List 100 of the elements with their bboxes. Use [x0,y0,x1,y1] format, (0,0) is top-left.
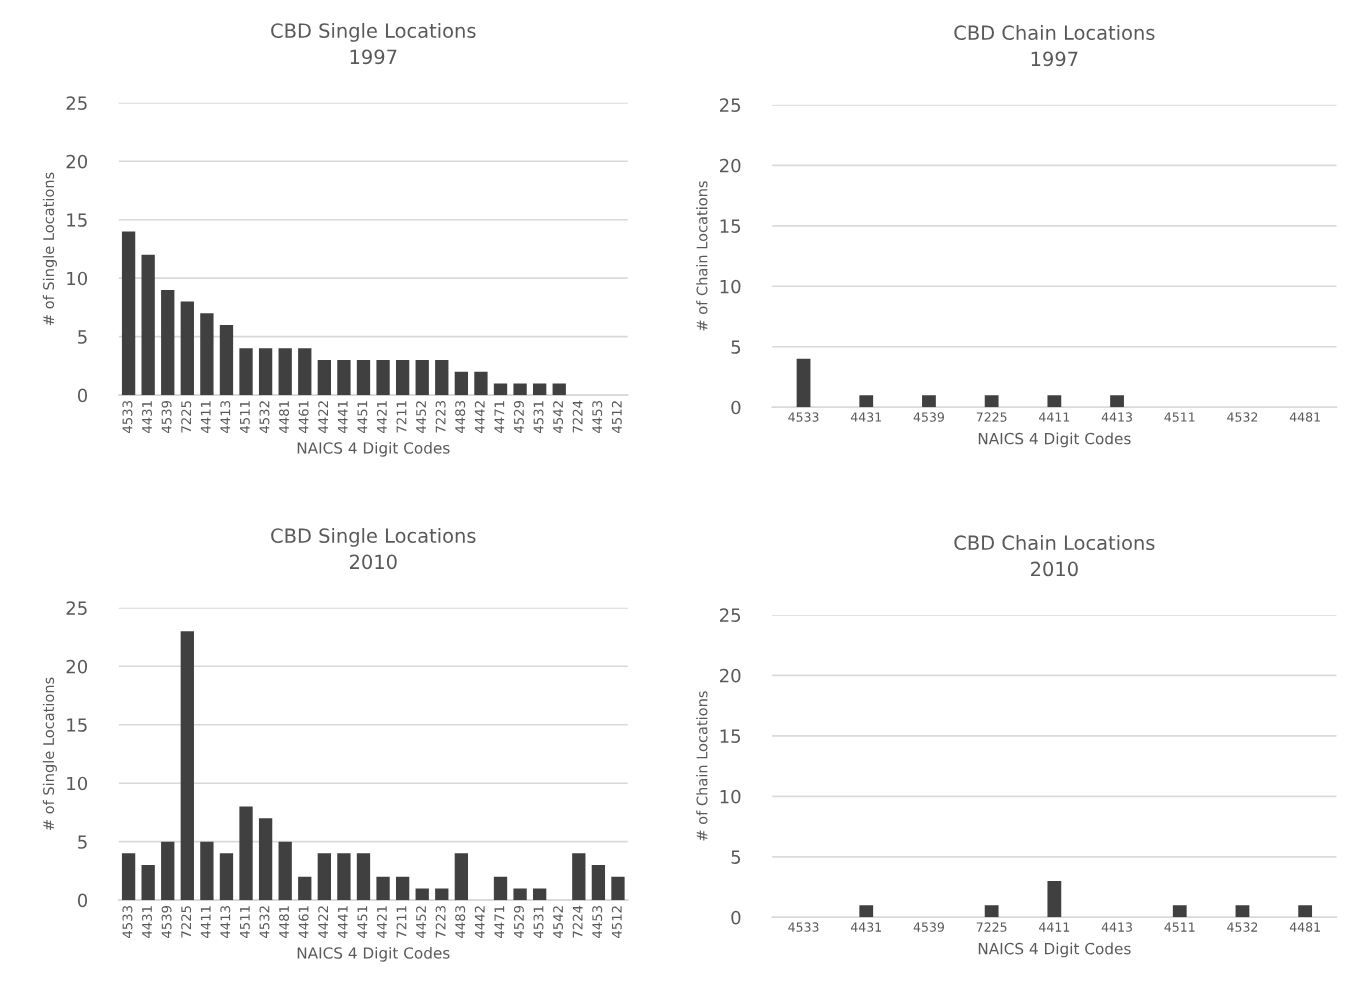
x-tick-label: 4441 [337,906,348,938]
x-tick-label: 4532 [1227,412,1258,422]
bar [611,876,625,901]
bar [239,806,253,901]
y-tick-label: 15 [720,729,741,743]
y-tick-label: 25 [719,608,741,622]
x-tick-label: 4413 [1101,412,1132,422]
x-tick-label: 4461 [298,906,309,938]
x-tick-label: 4483 [455,906,466,938]
bar [278,841,292,901]
x-tick-label: 7225 [976,412,1007,422]
y-tick-label: 10 [67,776,88,791]
x-tick-label: 4481 [279,906,290,938]
y-tick-label: 20 [719,668,741,683]
y-tick-label: 25 [66,601,87,615]
x-tick-label: 4451 [357,906,368,938]
x-tick-label: 7225 [181,401,192,433]
x-tick-label: 4431 [142,401,152,433]
x-tick-label: 4411 [200,906,211,938]
x-tick-label: 4461 [298,401,309,433]
bar [121,231,136,396]
x-axis-title: NAICS 4 Digit Codes [978,432,1131,448]
x-tick-label: 7223 [435,906,446,938]
x-tick-label: 4511 [240,401,250,433]
x-tick-label: 4421 [376,906,387,938]
x-tick-label: 4531 [533,906,544,938]
x-tick-label: 4411 [200,401,211,433]
bar [161,289,175,396]
x-tick-label: 4533 [122,401,133,433]
bar [493,383,508,396]
y-axis-title: # of Single Locations [42,677,57,831]
y-tick-label: 20 [66,154,88,169]
x-tick-label: 4533 [788,412,819,422]
y-axis-title: # of Chain Locations [696,691,708,841]
chart-title: CBD Chain Locations 1997 [954,24,1155,67]
bar [395,876,410,901]
x-tick-label: 4539 [161,905,172,938]
x-tick-label: 4532 [259,906,270,938]
x-tick-label: 4539 [161,400,172,433]
x-tick-label: 7224 [572,400,583,433]
x-tick-label: 4453 [592,401,603,433]
bar [572,853,586,901]
y-tick-label: 25 [719,98,741,112]
bar [591,865,606,901]
x-tick-label: 4422 [318,906,328,938]
y-tick-label: 0 [77,388,88,403]
bar [180,301,194,396]
bar [200,313,214,396]
y-tick-label: 5 [78,330,87,344]
x-tick-label: 4451 [357,401,368,433]
bar [219,853,234,901]
x-tick-label: 4453 [592,906,603,938]
bar [161,841,175,901]
x-tick-label: 4431 [850,922,881,932]
bar [435,360,449,396]
bar [474,371,488,396]
bar [317,853,331,901]
x-tick-label: 4539 [913,412,944,422]
x-tick-label: 4512 [611,401,622,433]
y-tick-label: 0 [731,400,741,415]
x-tick-label: 4442 [474,401,485,433]
x-tick-label: 4431 [850,412,881,422]
bar [493,876,508,901]
bar [258,818,273,901]
bar [219,324,234,396]
bar [513,888,527,901]
bar [200,841,214,901]
x-axis-title: NAICS 4 Digit Codes [297,946,450,962]
x-tick-label: 4413 [1101,922,1132,932]
chart-title: CBD Single Locations 1997 [271,22,476,65]
x-tick-label: 4411 [1039,412,1070,422]
x-tick-label: 4411 [1039,922,1070,932]
x-tick-label: 4529 [513,400,524,433]
x-tick-label: 4413 [220,401,231,433]
bar [258,348,273,396]
x-tick-label: 4431 [142,906,152,938]
bar [239,348,253,396]
x-tick-label: 7223 [435,401,446,433]
chart-title: CBD Chain Locations 2010 [954,535,1155,577]
x-tick-label: 4442 [474,906,485,938]
bar [278,348,292,396]
y-tick-label: 10 [67,271,88,286]
y-tick-label: 25 [66,96,87,110]
x-tick-label: 7211 [396,401,407,433]
x-tick-label: 4532 [1227,922,1258,932]
bar [298,348,312,396]
x-tick-label: 4413 [220,906,231,938]
bar [454,853,469,901]
y-tick-label: 15 [67,213,87,227]
x-tick-label: 4529 [513,905,524,938]
bar [435,888,449,901]
y-tick-label: 10 [720,789,741,804]
x-tick-label: 7225 [976,922,1007,932]
bar [298,876,312,901]
bar [141,865,155,901]
y-tick-label: 5 [731,850,741,864]
x-axis-title: NAICS 4 Digit Codes [978,942,1131,958]
y-tick-label: 5 [78,835,87,849]
bar [337,853,351,901]
y-axis-title: # of Chain Locations [696,181,708,331]
